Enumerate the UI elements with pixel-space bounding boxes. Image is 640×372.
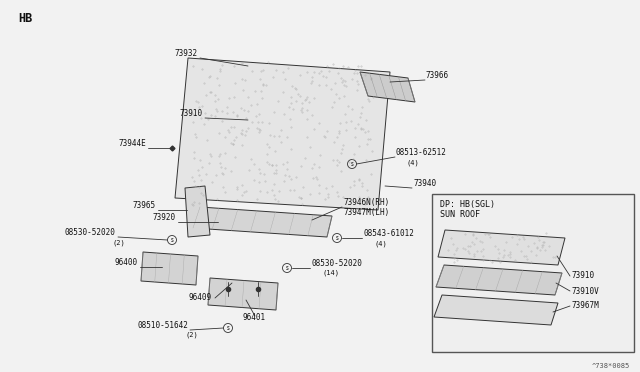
Polygon shape bbox=[434, 295, 558, 325]
Text: 08510-51642: 08510-51642 bbox=[137, 321, 188, 330]
Text: 73932: 73932 bbox=[175, 49, 198, 58]
Text: (2): (2) bbox=[112, 239, 125, 246]
Text: 08513-62512: 08513-62512 bbox=[396, 148, 447, 157]
Text: 08543-61012: 08543-61012 bbox=[363, 229, 414, 238]
Text: 96400: 96400 bbox=[115, 258, 138, 267]
Text: 73947M(LH): 73947M(LH) bbox=[343, 208, 389, 217]
Text: SUN ROOF: SUN ROOF bbox=[440, 210, 480, 219]
Text: 73920: 73920 bbox=[153, 213, 176, 222]
Text: 73946N(RH): 73946N(RH) bbox=[343, 198, 389, 207]
Text: 73965: 73965 bbox=[133, 201, 156, 210]
Text: S: S bbox=[335, 236, 339, 241]
Text: 73910: 73910 bbox=[572, 272, 595, 280]
Text: (2): (2) bbox=[185, 332, 198, 339]
Text: 73940: 73940 bbox=[413, 179, 436, 188]
Text: 73910: 73910 bbox=[180, 109, 203, 118]
Text: 96409: 96409 bbox=[189, 293, 212, 302]
Text: ^738*0085: ^738*0085 bbox=[592, 363, 630, 369]
Text: 73944E: 73944E bbox=[118, 139, 146, 148]
Text: S: S bbox=[351, 162, 353, 167]
Polygon shape bbox=[185, 186, 210, 237]
Text: (4): (4) bbox=[406, 159, 419, 166]
Polygon shape bbox=[438, 230, 565, 265]
Polygon shape bbox=[360, 72, 415, 102]
Text: 08530-52020: 08530-52020 bbox=[64, 228, 115, 237]
Polygon shape bbox=[208, 278, 278, 310]
Polygon shape bbox=[175, 58, 390, 210]
Text: 73910V: 73910V bbox=[572, 286, 600, 295]
Text: HB: HB bbox=[18, 12, 32, 25]
Polygon shape bbox=[141, 252, 198, 285]
Text: (4): (4) bbox=[375, 240, 388, 247]
Polygon shape bbox=[193, 207, 332, 237]
Text: 96401: 96401 bbox=[243, 313, 266, 322]
Text: S: S bbox=[171, 238, 173, 243]
Bar bbox=[432, 194, 634, 352]
Text: S: S bbox=[227, 326, 229, 331]
Text: 08530-52020: 08530-52020 bbox=[311, 259, 362, 268]
Text: S: S bbox=[285, 266, 289, 271]
Text: 73967M: 73967M bbox=[572, 301, 600, 311]
Text: 73966: 73966 bbox=[426, 71, 449, 80]
Polygon shape bbox=[436, 265, 562, 295]
Text: (14): (14) bbox=[323, 270, 340, 276]
Text: DP: HB(SGL): DP: HB(SGL) bbox=[440, 200, 495, 209]
